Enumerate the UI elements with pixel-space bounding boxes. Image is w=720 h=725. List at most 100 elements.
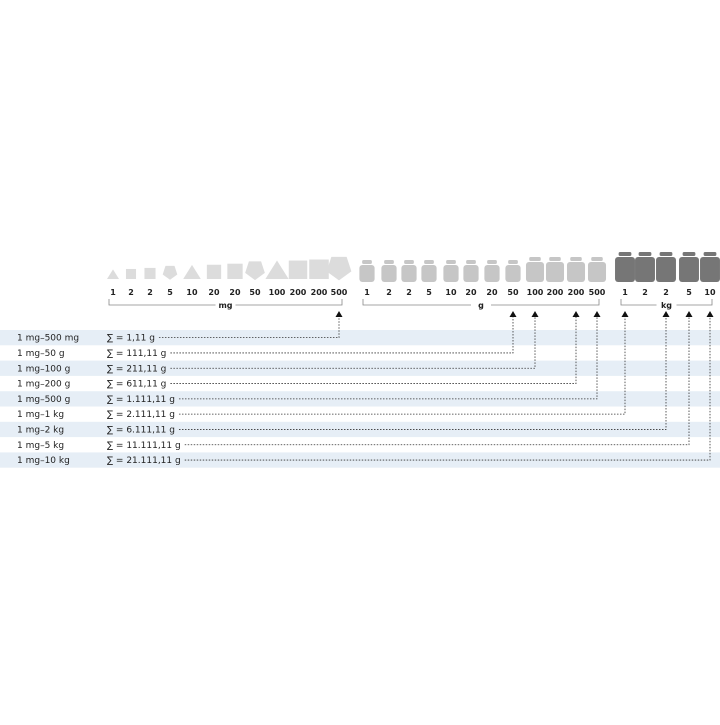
weight-2-g-icon bbox=[381, 260, 397, 282]
weight-label: 10 bbox=[704, 288, 716, 297]
weight-body bbox=[656, 257, 676, 282]
weight-label: 500 bbox=[331, 288, 348, 297]
dotted-connector bbox=[184, 316, 690, 446]
sum-label: ∑ = 611,11 g bbox=[107, 380, 166, 390]
weight-body bbox=[700, 257, 720, 282]
weight-body bbox=[505, 265, 521, 282]
weight-knob bbox=[384, 260, 394, 264]
dotted-connector bbox=[178, 316, 598, 400]
weight-body bbox=[615, 257, 635, 282]
weight-5-mg-icon bbox=[162, 265, 178, 280]
weight-10-g-icon bbox=[443, 260, 459, 282]
triangle-shape bbox=[183, 264, 201, 279]
dotted-connector bbox=[170, 316, 514, 354]
weight-knob bbox=[682, 252, 696, 256]
weight-body bbox=[587, 262, 607, 282]
weight-2-g-icon bbox=[401, 260, 417, 282]
weight-label: 20 bbox=[465, 288, 477, 297]
weight-knob bbox=[591, 257, 603, 261]
range-label: 1 mg–500 g bbox=[17, 395, 70, 405]
sum-label: ∑ = 6.111,11 g bbox=[107, 425, 175, 435]
sum-label: ∑ = 21.111,11 g bbox=[107, 456, 181, 466]
weight-body bbox=[421, 265, 437, 282]
weight-2-kg-icon bbox=[656, 252, 676, 282]
pentagon-shape bbox=[162, 265, 178, 280]
weight-label: 2 bbox=[147, 288, 153, 297]
weight-10-mg-icon bbox=[183, 264, 201, 279]
dotted-connector bbox=[158, 316, 340, 339]
weight-knob bbox=[549, 257, 561, 261]
weight-knob bbox=[404, 260, 414, 264]
weight-500-g-icon bbox=[587, 257, 607, 282]
weight-200-g-icon bbox=[566, 257, 586, 282]
weight-20-g-icon bbox=[484, 260, 500, 282]
weight-label: 200 bbox=[311, 288, 328, 297]
weight-knob bbox=[618, 252, 632, 256]
weight-label: 100 bbox=[269, 288, 286, 297]
weight-label: 10 bbox=[186, 288, 198, 297]
square-shape bbox=[227, 263, 243, 279]
weight-200-mg-icon bbox=[309, 259, 329, 279]
weight-50-g-icon bbox=[505, 260, 521, 282]
dotted-connector bbox=[178, 316, 626, 415]
weight-500-mg-icon bbox=[326, 256, 352, 281]
sum-label: ∑ = 1,11 g bbox=[107, 334, 155, 344]
dotted-connector bbox=[184, 316, 711, 461]
range-label: 1 mg–1 kg bbox=[17, 410, 64, 420]
weight-label: 200 bbox=[568, 288, 585, 297]
weight-body bbox=[566, 262, 586, 282]
weight-label: 10 bbox=[445, 288, 457, 297]
weight-label: 20 bbox=[208, 288, 220, 297]
dotted-connector bbox=[170, 316, 577, 384]
arrow-up-icon bbox=[509, 311, 517, 317]
row-shade bbox=[0, 330, 720, 346]
range-label: 1 mg–50 g bbox=[17, 349, 65, 359]
square-shape bbox=[144, 267, 156, 279]
unit-bracket bbox=[108, 299, 343, 306]
weight-50-mg-icon bbox=[245, 261, 265, 281]
pentagon-shape bbox=[245, 261, 265, 281]
range-label: 1 mg–5 kg bbox=[17, 441, 64, 451]
range-label: 1 mg–10 kg bbox=[17, 456, 70, 466]
dotted-connector bbox=[170, 316, 536, 369]
unit-label-mg: mg bbox=[218, 301, 232, 310]
dotted-connector bbox=[178, 316, 667, 430]
weight-knob bbox=[570, 257, 582, 261]
arrow-up-icon bbox=[621, 311, 629, 317]
weight-10-kg-icon bbox=[700, 252, 720, 282]
weight-knob bbox=[446, 260, 456, 264]
weight-knob bbox=[703, 252, 717, 256]
arrow-up-icon bbox=[685, 311, 693, 317]
weight-body bbox=[525, 262, 545, 282]
range-label: 1 mg–100 g bbox=[17, 364, 70, 374]
triangle-shape bbox=[265, 260, 289, 279]
weight-200-mg-icon bbox=[288, 260, 308, 279]
weight-5-g-icon bbox=[421, 260, 437, 282]
weight-label: 200 bbox=[290, 288, 307, 297]
unit-label-g: g bbox=[478, 301, 484, 310]
unit-bracket bbox=[620, 299, 713, 306]
weight-1-kg-icon bbox=[615, 252, 635, 282]
weight-2-kg-icon bbox=[635, 252, 655, 282]
weight-100-mg-icon bbox=[265, 260, 289, 279]
weight-label: 5 bbox=[167, 288, 173, 297]
sum-label: ∑ = 1.111,11 g bbox=[107, 395, 175, 405]
weight-1-g-icon bbox=[359, 260, 375, 282]
weight-knob bbox=[659, 252, 673, 256]
sum-label: ∑ = 111,11 g bbox=[107, 349, 166, 359]
weight-label: 2 bbox=[663, 288, 669, 297]
weight-label: 5 bbox=[686, 288, 692, 297]
weight-knob bbox=[508, 260, 518, 264]
arrow-up-icon bbox=[335, 311, 343, 317]
unit-label-kg: kg bbox=[661, 301, 672, 310]
weight-body bbox=[545, 262, 565, 282]
range-label: 1 mg–2 kg bbox=[17, 425, 64, 435]
weight-knob bbox=[487, 260, 497, 264]
arrow-up-icon bbox=[706, 311, 714, 317]
weight-label: 5 bbox=[426, 288, 432, 297]
square-shape bbox=[288, 260, 308, 279]
weight-knob bbox=[424, 260, 434, 264]
range-label: 1 mg–200 g bbox=[17, 380, 70, 390]
range-label: 1 mg–500 mg bbox=[17, 334, 79, 344]
